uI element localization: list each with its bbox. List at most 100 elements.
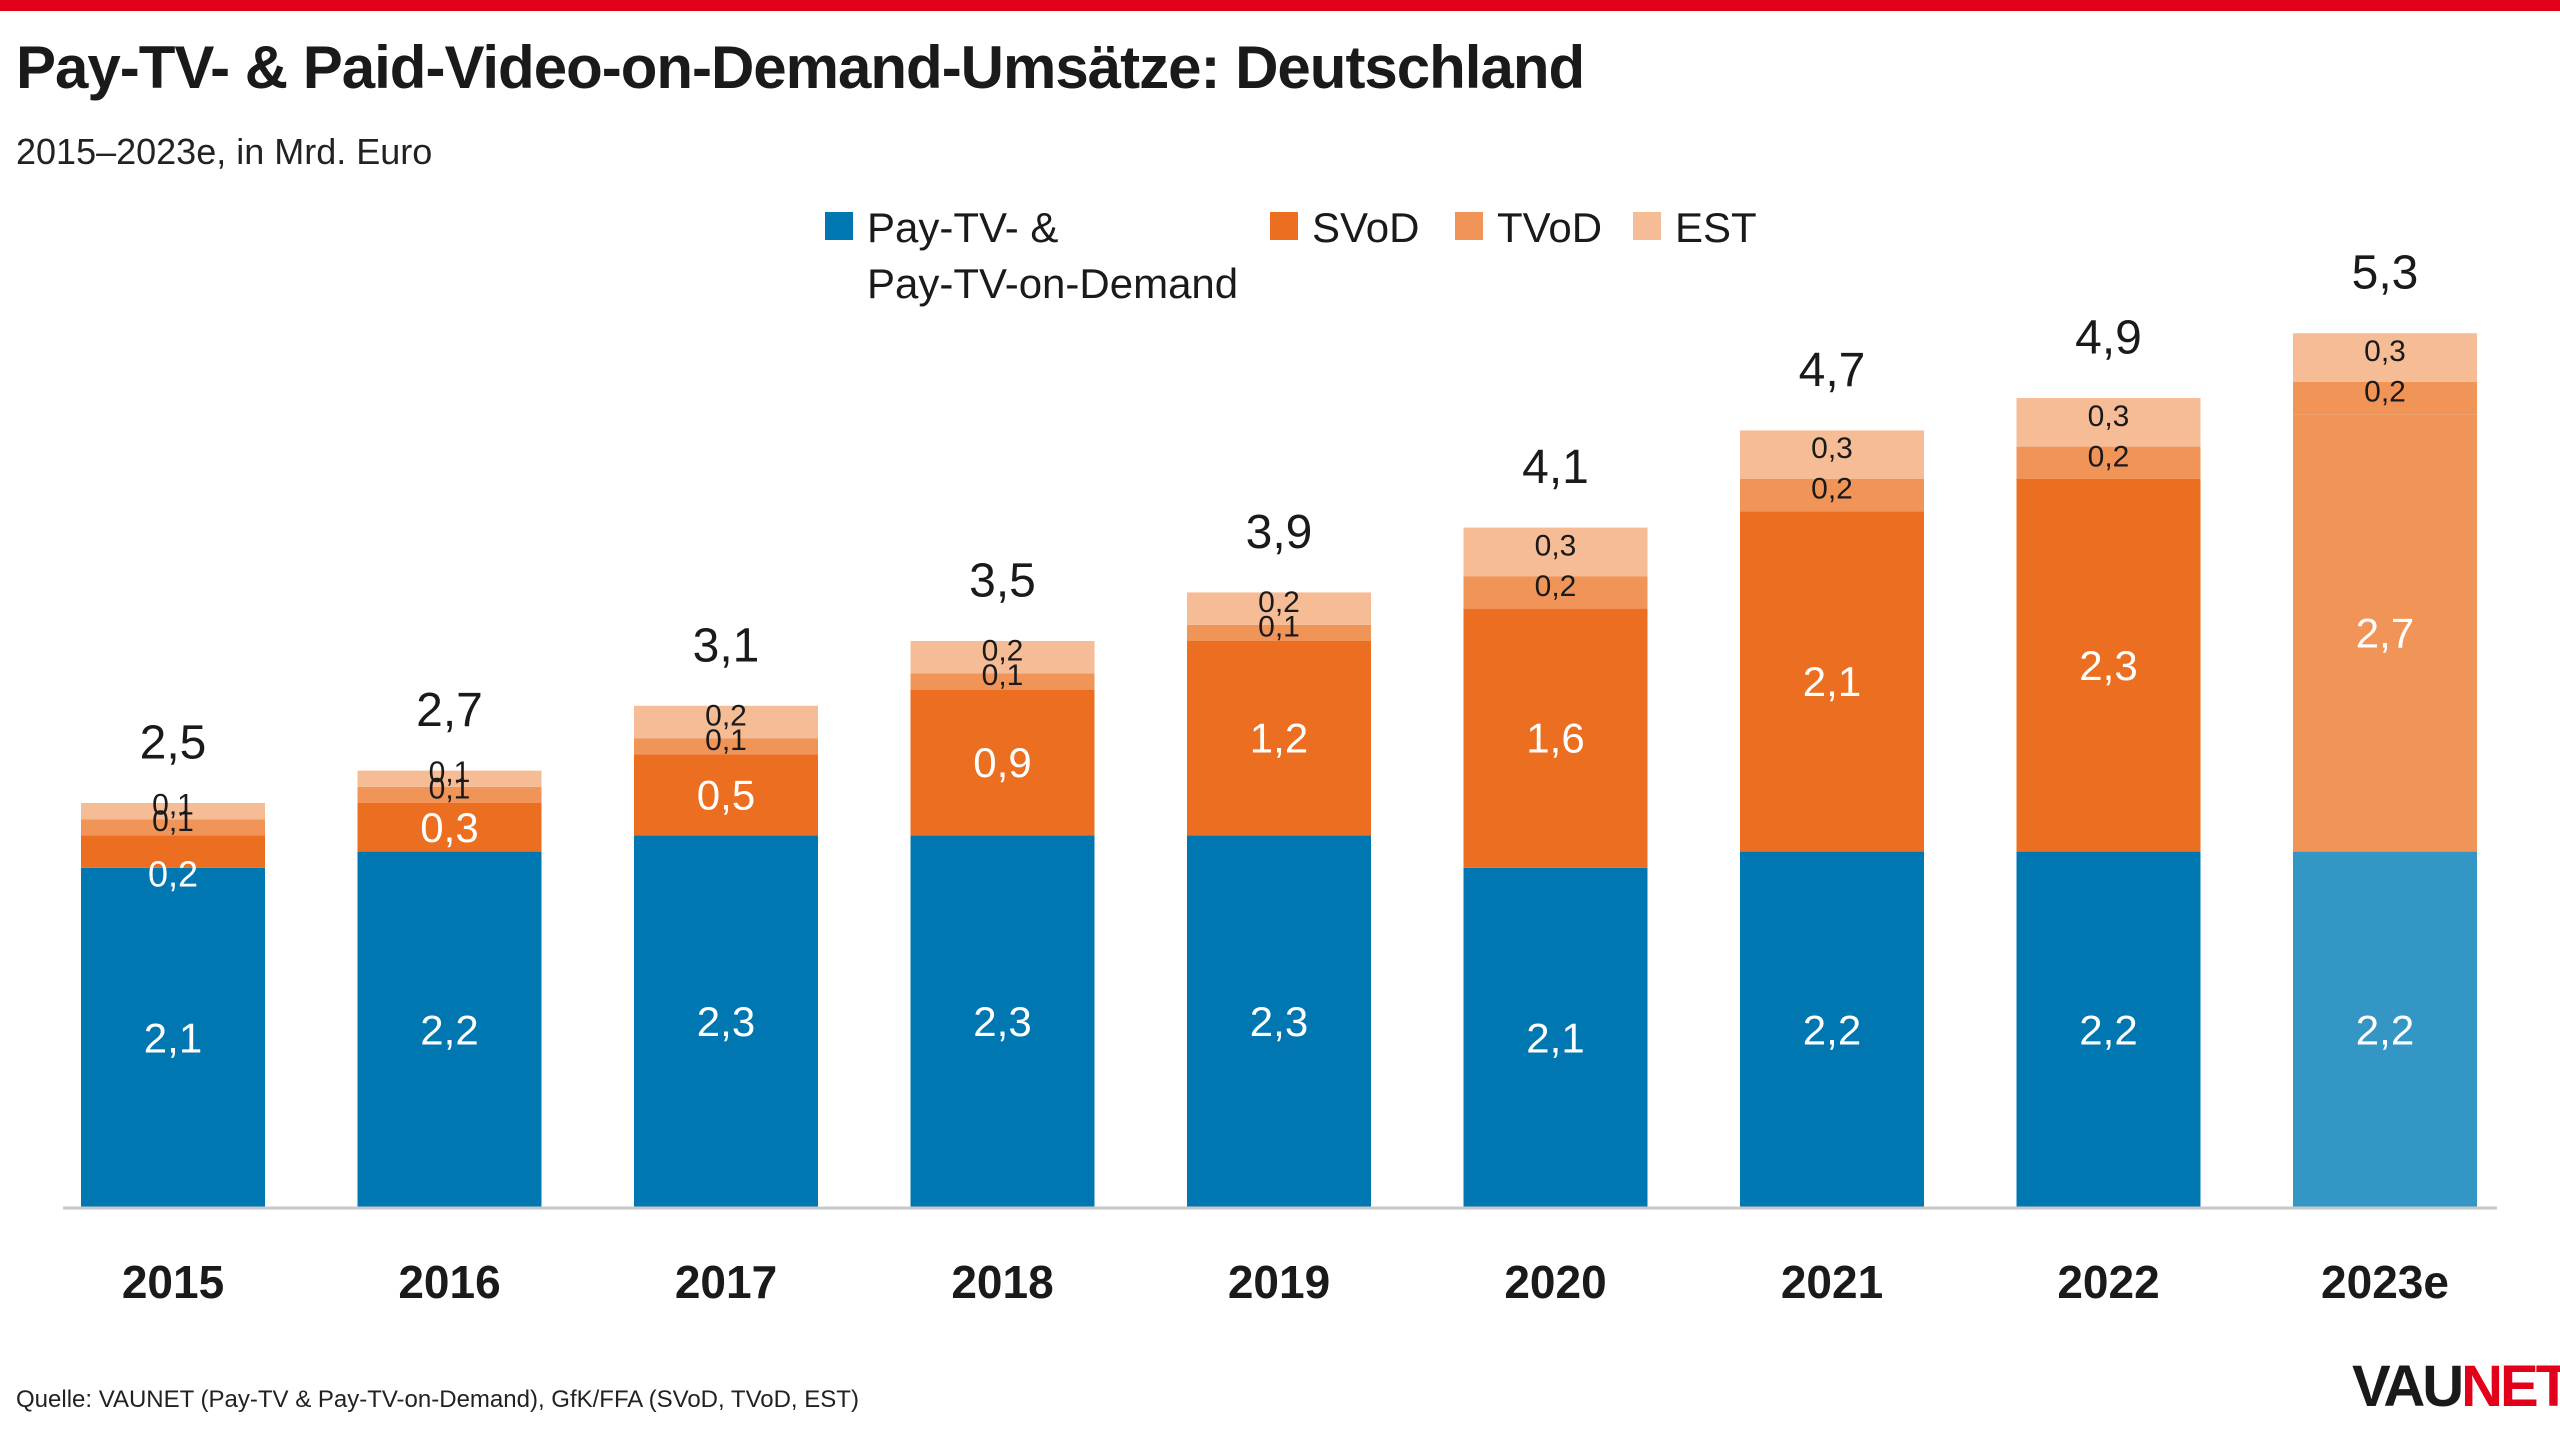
value-label-est-2018: 0,2 — [982, 635, 1024, 668]
value-label-est-2023e: 0,3 — [2364, 335, 2406, 368]
value-label-est-2015: 0,1 — [152, 789, 194, 822]
bar-svod-2016 — [357, 803, 542, 852]
x-tick-label-2023e: 2023e — [2321, 1256, 2449, 1308]
bar-est-2017 — [634, 705, 818, 739]
value-label-tvod-2021: 0,2 — [1811, 473, 1853, 506]
value-label-pay-tv-2017: 2,3 — [697, 998, 755, 1045]
bar-svod-2017 — [634, 754, 818, 836]
bar-pay-tv-2020 — [1463, 867, 1648, 1208]
source-note: Quelle: VAUNET (Pay-TV & Pay-TV-on-Deman… — [16, 1386, 859, 1413]
total-label-2020: 4,1 — [1522, 441, 1589, 494]
bar-est-2018 — [910, 641, 1095, 674]
value-label-svod-2016: 0,3 — [420, 804, 478, 851]
bar-group-2018: 2,3 0,9 0,10,2 3,5 2018 — [910, 555, 1095, 1308]
legend-item-tvod: TVoD — [1455, 200, 1602, 256]
legend-label-tvod: TVoD — [1497, 204, 1603, 251]
value-label-pay-tv-2015: 2,1 — [144, 1014, 202, 1061]
value-label-tvod-2019: 0,1 — [1258, 610, 1300, 643]
x-tick-label-2018: 2018 — [951, 1256, 1053, 1308]
value-label-pay-tv-2019: 2,3 — [1250, 998, 1308, 1045]
logo-text-vau: VAU — [2352, 1354, 2464, 1419]
bar-group-2015: 2,1 0,2 0,10,1 2,5 2015 — [81, 717, 265, 1308]
value-label-est-2020: 0,3 — [1535, 529, 1577, 562]
legend-swatch-est — [1633, 212, 1661, 240]
total-label-2022: 4,9 — [2075, 312, 2142, 365]
bar-est-2022 — [2016, 398, 2201, 447]
logo-text-net: NET — [2461, 1354, 2560, 1419]
bar-svod-2018 — [910, 689, 1095, 836]
bar-pay-tv-2021 — [1740, 851, 1924, 1208]
bar-pay-tv-2015 — [81, 867, 265, 1208]
value-label-tvod-2018: 0,1 — [982, 659, 1024, 692]
legend-swatch-tvod — [1455, 212, 1483, 240]
legend: Pay-TV- & Pay-TV-on-Demand SVoD TVoD EST — [0, 200, 2560, 320]
legend-label-pay-tv: Pay-TV- & Pay-TV-on-Demand — [867, 204, 1239, 307]
bar-group-2020: 2,1 1,6 0,2 0,3 4,1 2020 — [1463, 441, 1648, 1308]
value-label-pay-tv-2016: 2,2 — [420, 1006, 478, 1053]
legend-item-svod: SVoD — [1270, 200, 1419, 256]
value-label-tvod-2023e: 0,2 — [2364, 376, 2406, 409]
x-tick-label-2017: 2017 — [675, 1256, 777, 1308]
total-label-2016: 2,7 — [416, 684, 483, 737]
bar-est-2016 — [357, 770, 542, 787]
bar-est-2015 — [81, 803, 265, 820]
value-label-est-2016: 0,1 — [429, 756, 471, 789]
bar-group-2023e: 2,2 2,7 0,2 0,3 5,3 2023e — [2293, 247, 2477, 1308]
value-label-est-2019: 0,2 — [1258, 586, 1300, 619]
x-tick-label-2016: 2016 — [398, 1256, 500, 1308]
bar-group-2017: 2,3 0,5 0,10,2 3,1 2017 — [634, 619, 818, 1308]
value-label-svod-2023e: 2,7 — [2356, 609, 2414, 656]
bar-tvod-2020 — [1463, 576, 1648, 609]
x-tick-label-2020: 2020 — [1504, 1256, 1606, 1308]
total-label-2015: 2,5 — [140, 717, 207, 770]
bar-group-2019: 2,3 1,2 0,10,2 3,9 2019 — [1187, 506, 1371, 1308]
legend-label-svod: SVoD — [1312, 204, 1420, 251]
legend-swatch-svod — [1270, 212, 1298, 240]
legend-swatch-pay-tv — [825, 212, 853, 240]
bar-tvod-2019 — [1187, 624, 1371, 641]
value-label-svod-2018: 0,9 — [973, 739, 1031, 786]
value-label-tvod-2016: 0,1 — [429, 772, 471, 805]
bar-tvod-2021 — [1740, 479, 1924, 512]
x-tick-label-2021: 2021 — [1781, 1256, 1883, 1308]
bar-pay-tv-2017 — [634, 835, 818, 1208]
value-label-pay-tv-2022: 2,2 — [2079, 1006, 2137, 1053]
total-label-2019: 3,9 — [1246, 506, 1313, 559]
top-accent-bar — [0, 0, 2560, 11]
total-label-2021: 4,7 — [1799, 344, 1866, 397]
bar-pay-tv-2016 — [357, 851, 542, 1208]
bar-pay-tv-2019 — [1187, 835, 1371, 1208]
value-label-pay-tv-2020: 2,1 — [1526, 1014, 1584, 1061]
bar-est-2020 — [1463, 527, 1648, 577]
bar-group-2021: 2,2 2,1 0,2 0,3 4,7 2021 — [1740, 344, 1924, 1308]
value-label-svod-2015: 0,2 — [148, 853, 198, 894]
x-tick-label-2022: 2022 — [2057, 1256, 2159, 1308]
total-label-2018: 3,5 — [969, 555, 1036, 608]
bar-est-2021 — [1740, 430, 1924, 479]
value-label-tvod-2017: 0,1 — [705, 724, 747, 757]
bar-tvod-2017 — [634, 738, 818, 755]
total-label-2017: 3,1 — [693, 619, 760, 672]
bar-svod-2021 — [1740, 511, 1924, 852]
value-label-svod-2020: 1,6 — [1526, 715, 1584, 762]
x-tick-label-2015: 2015 — [122, 1256, 224, 1308]
bar-est-2023e — [2293, 333, 2477, 382]
value-label-svod-2017: 0,5 — [697, 771, 755, 818]
chart-title: Pay-TV- & Paid-Video-on-Demand-Umsätze: … — [16, 34, 1585, 101]
value-label-svod-2022: 2,3 — [2079, 642, 2137, 689]
bar-pay-tv-2023e — [2293, 851, 2477, 1208]
value-label-pay-tv-2021: 2,2 — [1803, 1006, 1861, 1053]
value-label-est-2017: 0,2 — [705, 700, 747, 733]
value-label-svod-2021: 2,1 — [1803, 658, 1861, 705]
bar-pay-tv-2022 — [2016, 851, 2201, 1208]
bar-group-2022: 2,2 2,3 0,2 0,3 4,9 2022 — [2016, 312, 2201, 1308]
bar-svod-2020 — [1463, 608, 1648, 868]
x-tick-label-2019: 2019 — [1228, 1256, 1330, 1308]
legend-item-est: EST — [1633, 200, 1757, 256]
total-label-2023e: 5,3 — [2352, 247, 2419, 300]
bar-svod-2015 — [81, 835, 265, 868]
stacked-bar-chart: 2,10,20,10,12,520152,20,30,10,12,720162,… — [63, 247, 2497, 1308]
vaunet-logo: VAUNET — [2352, 1352, 2560, 1422]
bar-tvod-2015 — [81, 819, 265, 836]
